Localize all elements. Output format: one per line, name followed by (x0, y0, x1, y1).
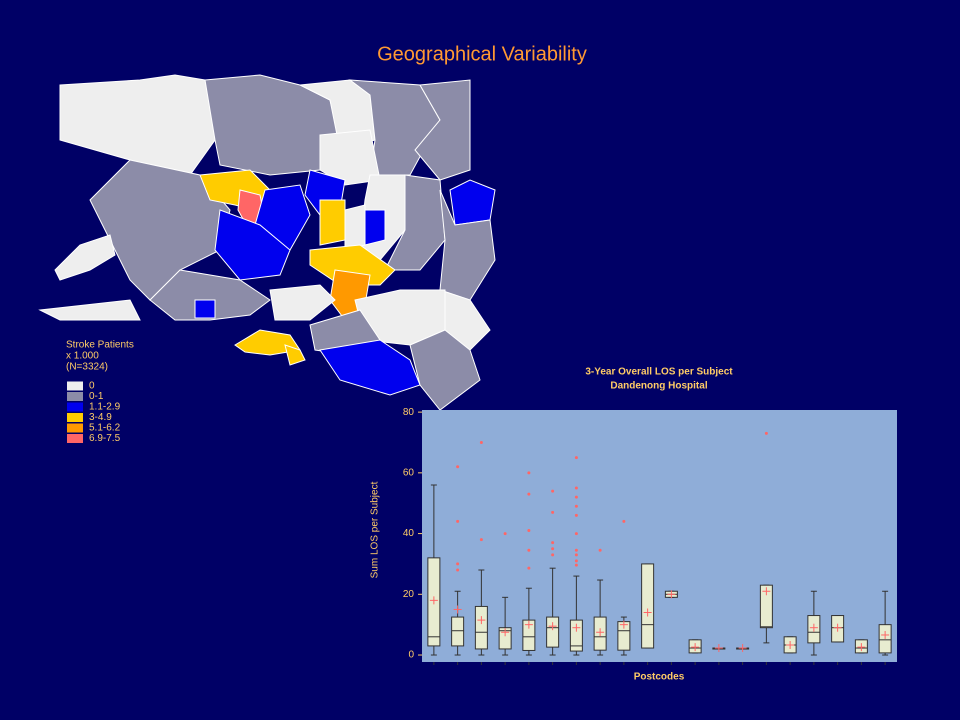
outlier (456, 465, 460, 469)
box-chart: 3-Year Overall LOS per Subject Dandenong … (370, 367, 897, 683)
mean-marker (477, 616, 486, 625)
mean-marker (809, 623, 818, 632)
outlier (574, 532, 578, 536)
mean-marker (619, 620, 628, 629)
outlier (456, 519, 460, 523)
y-tick-label: 40 (403, 528, 415, 539)
legend-title: Stroke Patients (66, 340, 134, 351)
mean-marker (881, 630, 890, 639)
map (38, 74, 496, 411)
outlier (622, 519, 626, 523)
legend-swatch (67, 423, 83, 433)
box (522, 619, 536, 651)
y-tick-label: 60 (403, 467, 415, 478)
mean-marker (762, 587, 771, 596)
outlier (527, 529, 531, 533)
box (546, 616, 560, 648)
outlier (479, 440, 483, 444)
outlier (456, 562, 460, 566)
outlier (574, 486, 578, 490)
outlier (574, 553, 578, 557)
mean-marker (833, 623, 842, 632)
legend-swatch (67, 381, 83, 391)
mean-marker (572, 623, 581, 632)
plot-area (422, 410, 897, 662)
chart-title: 3-Year Overall LOS per Subject (585, 367, 733, 378)
y-axis-label: Sum LOS per Subject (370, 481, 381, 578)
outlier (551, 553, 555, 557)
mean-marker (596, 628, 605, 637)
box (451, 616, 465, 647)
outlier (574, 456, 578, 460)
mean-marker (501, 628, 510, 637)
outlier (574, 513, 578, 517)
y-tick-label: 20 (403, 589, 415, 600)
box (759, 584, 773, 629)
y-tick-label: 80 (403, 407, 415, 418)
outlier (503, 532, 507, 536)
mean-marker (524, 620, 533, 629)
legend-swatch (67, 392, 83, 401)
legend-swatch (67, 434, 83, 443)
mean-marker (667, 590, 676, 599)
outlier (527, 566, 531, 570)
mean-marker (738, 644, 747, 653)
mean-marker (714, 644, 723, 653)
outlier (574, 559, 578, 563)
outlier (527, 548, 531, 552)
legend-title: (N=3324) (66, 362, 108, 373)
legend-label: 6.9-7.5 (89, 433, 121, 444)
outlier (456, 568, 460, 572)
legend-swatch (67, 402, 83, 412)
slide-title: Geographical Variability (377, 43, 587, 65)
outlier (527, 471, 531, 475)
legend-label: 5.1-6.2 (89, 423, 121, 434)
outlier (527, 492, 531, 496)
mean-marker (691, 643, 700, 652)
y-tick-label: 0 (408, 650, 414, 661)
outlier (479, 538, 483, 542)
chart-subtitle: Dandenong Hospital (610, 381, 707, 392)
mean-marker (429, 596, 438, 605)
box (641, 563, 655, 649)
legend-label: 3-4.9 (89, 412, 112, 423)
legend-title: x 1.000 (66, 351, 99, 362)
legend-label: 1.1-2.9 (89, 402, 121, 413)
outlier (574, 504, 578, 508)
legend-label: 0-1 (89, 391, 104, 402)
outlier (764, 431, 768, 435)
mean-marker (548, 622, 557, 631)
outlier (574, 548, 578, 552)
mean-marker (857, 643, 866, 652)
outlier (551, 547, 555, 551)
x-axis-label: Postcodes (634, 672, 685, 683)
outlier (574, 563, 578, 567)
outlier (598, 548, 602, 552)
outlier (574, 495, 578, 499)
outlier (551, 541, 555, 545)
box (498, 627, 512, 650)
outlier (551, 489, 555, 493)
mean-marker (643, 608, 652, 617)
outlier (551, 510, 555, 514)
legend-label: 0 (89, 381, 95, 392)
legend-swatch (67, 413, 83, 422)
mean-marker (453, 605, 462, 614)
mean-marker (786, 640, 795, 649)
box (474, 605, 488, 650)
